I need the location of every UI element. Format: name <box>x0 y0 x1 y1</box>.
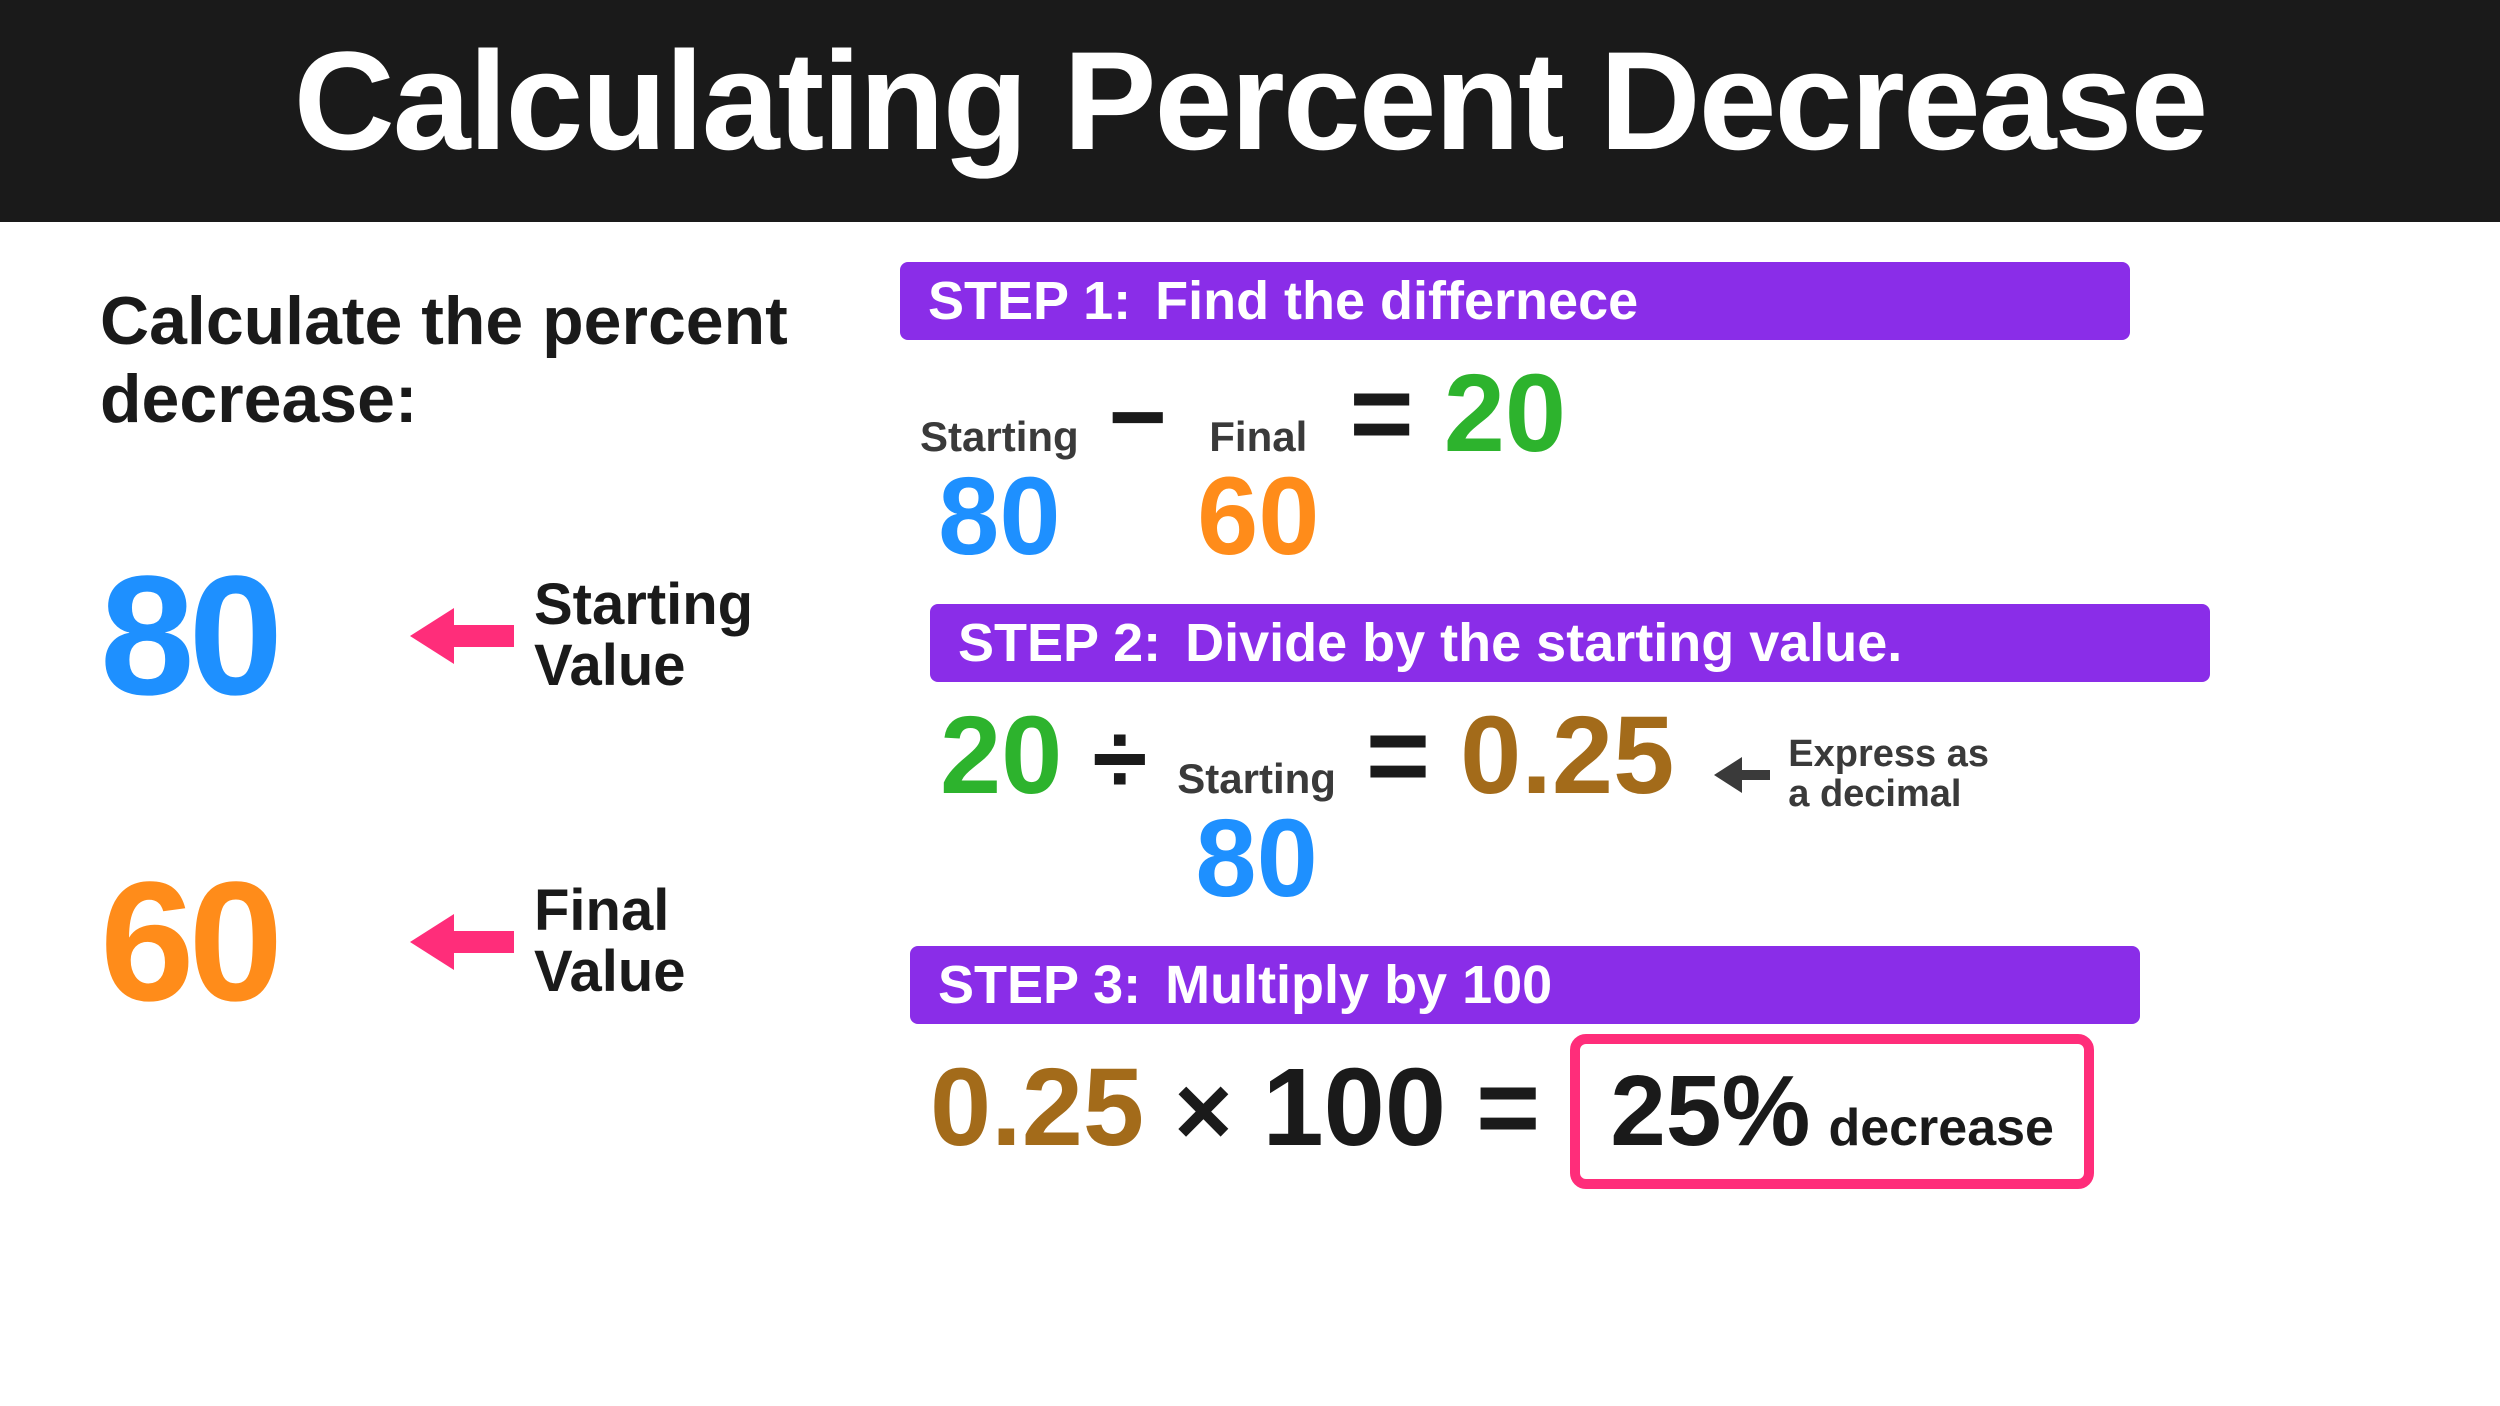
starting-value-row: 80 Starting Value <box>100 538 880 734</box>
prompt-text: Calculate the percent decrease: <box>100 282 880 438</box>
step1-eq: = <box>1349 350 1413 477</box>
arrow-left-icon <box>1714 757 1770 793</box>
step1-a-value: 80 <box>938 453 1060 580</box>
result-percent: 25% <box>1610 1054 1810 1169</box>
step1-b-value: 60 <box>1197 453 1319 580</box>
step1-bar: STEP 1: Find the differnece <box>900 262 2130 340</box>
arrow-left-icon <box>410 608 514 664</box>
final-value-number: 60 <box>100 844 400 1040</box>
arrow-left-icon <box>410 914 514 970</box>
step1-op: − <box>1109 360 1167 475</box>
page-title: Calculating Percent Decrease <box>294 22 2207 179</box>
step3-op: × <box>1174 1054 1232 1169</box>
step3-label: STEP 3: <box>938 954 1141 1016</box>
result-word: decrease <box>1828 1098 2054 1158</box>
step2-note: Express as a decimal <box>1788 735 1989 815</box>
step2-bar: STEP 2: Divide by the starting value. <box>930 604 2210 682</box>
step2-label: STEP 2: <box>958 612 1161 674</box>
right-panel: STEP 1: Find the differnece Starting 80 … <box>880 262 2440 1213</box>
step2-text: Divide by the starting value. <box>1185 612 1902 674</box>
final-value-label: Final Value <box>534 881 686 1003</box>
result-box: 25% decrease <box>1570 1034 2094 1189</box>
step1-equation: Starting 80 − Final 60 = 20 <box>920 350 2440 580</box>
final-value-row: 60 Final Value <box>100 844 880 1040</box>
step1-result: 20 <box>1444 350 1566 477</box>
step1-label: STEP 1: <box>928 270 1131 332</box>
step2-b-value: 80 <box>1195 795 1317 922</box>
step3-eq: = <box>1476 1044 1540 1171</box>
header-bar: Calculating Percent Decrease <box>0 0 2500 222</box>
step2-result: 0.25 <box>1460 692 1674 819</box>
step1-text: Find the differnece <box>1155 270 1638 332</box>
step2-eq: = <box>1366 692 1430 819</box>
starting-value-number: 80 <box>100 538 400 734</box>
step2-equation: 20 ÷ Starting 80 = 0.25 Express as a dec… <box>940 692 2440 922</box>
step3-text: Multiply by 100 <box>1165 954 1552 1016</box>
starting-value-label: Starting Value <box>534 575 753 697</box>
step3-a-value: 0.25 <box>930 1044 1144 1171</box>
step3-bar: STEP 3: Multiply by 100 <box>910 946 2140 1024</box>
content-area: Calculate the percent decrease: 80 Start… <box>0 222 2500 1213</box>
left-panel: Calculate the percent decrease: 80 Start… <box>100 262 880 1213</box>
step3-b-value: 100 <box>1263 1044 1447 1171</box>
step3-equation: 0.25 × 100 = 25% decrease <box>930 1034 2440 1189</box>
step2-op: ÷ <box>1092 702 1147 817</box>
step2-a-value: 20 <box>940 692 1062 819</box>
